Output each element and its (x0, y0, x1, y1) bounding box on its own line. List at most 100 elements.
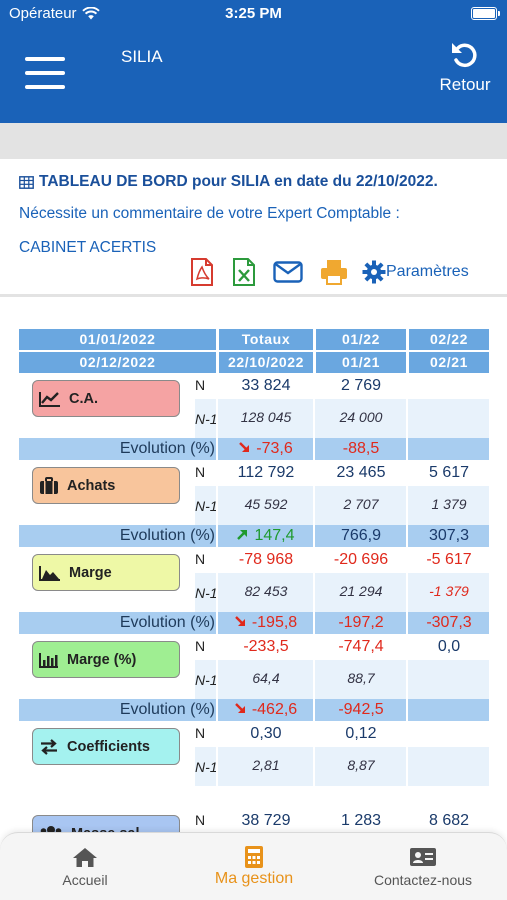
bar-chart-icon (39, 652, 59, 668)
header-month-1-prev: 01/21 (316, 352, 406, 373)
header-title: SILIA (121, 47, 163, 66)
n1-label: N-1 (195, 585, 218, 601)
metric-label: Marge (69, 564, 112, 581)
evolution-label: Evolution (%) (119, 701, 215, 718)
value-n1 (409, 660, 489, 699)
value-n: -78 968 (238, 551, 294, 568)
back-button[interactable]: Retour (435, 40, 495, 95)
value-n1: 2 707 (316, 486, 406, 525)
status-time: 3:25 PM (225, 5, 282, 22)
value-n1 (409, 399, 489, 438)
dashboard-title-text: TABLEAU DE BORD pour SILIA en date du 22… (39, 173, 438, 190)
header-month-1: 01/22 (316, 329, 406, 350)
tab-contactez-nous-label: Contactez-nous (373, 872, 473, 888)
metric-label: Achats (67, 477, 116, 494)
area-chart-icon (39, 391, 61, 407)
settings-button[interactable]: Paramètres (362, 260, 469, 284)
evolution-label: Evolution (%) (119, 440, 215, 457)
exchange-icon (39, 738, 59, 755)
email-button[interactable] (272, 257, 304, 287)
n-label: N (195, 377, 206, 393)
evolution-value: -88,5 (342, 440, 380, 457)
pdf-export-button[interactable] (188, 257, 216, 287)
comment-required-text: Nécessite un commentaire de votre Expert… (19, 205, 400, 222)
value-n1: 24 000 (316, 399, 406, 438)
metric-button[interactable]: Achats (32, 467, 180, 504)
evolution-value: 307,3 (428, 527, 470, 544)
tab-accueil[interactable]: Accueil (0, 845, 170, 888)
evolution-value: -942,5 (338, 701, 384, 718)
status-bar: Opérateur 3:25 PM (0, 0, 507, 30)
print-button[interactable] (318, 257, 350, 287)
value-n1 (409, 747, 489, 786)
value-n1: -1 379 (409, 573, 489, 612)
section-marge: Marge (%) N N-1 -233,5 64,4 -747,4 88,7 0,0 Evol… (19, 634, 489, 721)
back-label: Retour (439, 75, 491, 94)
value-n1: 21 294 (316, 573, 406, 612)
excel-export-button[interactable] (230, 257, 258, 287)
value-n: 8 682 (428, 812, 470, 829)
evolution-row: Evolution (%) 147,4 766,9 307,3 (19, 525, 489, 547)
header-period-start: 01/01/2022 (19, 329, 216, 350)
tab-ma-gestion-label: Ma gestion (214, 870, 294, 887)
header-period-end: 02/12/2022 (19, 352, 216, 373)
trend-down-icon (234, 616, 245, 626)
trend-down-icon (234, 703, 245, 713)
menu-button[interactable] (25, 57, 65, 89)
value-n1: 128 045 (219, 399, 313, 438)
tab-contactez-nous[interactable]: Contactez-nous (338, 845, 507, 888)
value-n: 23 465 (336, 464, 386, 481)
value-n: 112 792 (237, 464, 295, 481)
wifi-icon (81, 7, 100, 20)
metric-label: Coefficients (67, 738, 150, 755)
value-n: -747,4 (338, 638, 384, 655)
header-totals-date: 22/10/2022 (219, 352, 313, 373)
evolution-value: -462,6 (219, 699, 313, 721)
home-icon (73, 848, 97, 867)
header-month-2: 02/22 (409, 329, 489, 350)
evolution-value: 147,4 (219, 525, 313, 547)
evolution-value: -195,8 (219, 612, 313, 634)
action-toolbar: Paramètres (188, 257, 469, 287)
evolution-value: 766,9 (340, 527, 382, 544)
tab-ma-gestion[interactable]: Ma gestion (169, 845, 339, 888)
value-n: 38 729 (241, 812, 291, 829)
n1-label: N-1 (195, 759, 218, 775)
briefcase-icon (39, 476, 59, 495)
value-n: 33 824 (241, 377, 291, 394)
metric-button[interactable]: Marge (32, 554, 180, 591)
n-label: N (195, 725, 206, 741)
trend-down-icon (239, 442, 250, 452)
metric-button[interactable]: Marge (%) (32, 641, 180, 678)
evolution-value (409, 699, 489, 721)
value-n: 0,0 (437, 638, 461, 655)
battery-icon (471, 7, 500, 20)
section-marge: Marge N N-1 -78 968 82 453 -20 696 21 294 -5 61… (19, 547, 489, 634)
dashboard-title: TABLEAU DE BORD pour SILIA en date du 22… (19, 173, 438, 191)
evolution-row: Evolution (%) -195,8 -197,2 -307,3 (19, 612, 489, 634)
evolution-value (409, 438, 489, 460)
printer-icon (321, 260, 347, 285)
metric-button[interactable]: C.A. (32, 380, 180, 417)
value-n1: 8,87 (316, 747, 406, 786)
evolution-value: -197,2 (338, 614, 384, 631)
value-n (409, 373, 489, 399)
n1-label: N-1 (195, 672, 218, 688)
n1-label: N-1 (195, 498, 218, 514)
metric-label: Marge (%) (67, 651, 137, 668)
value-n (409, 721, 489, 747)
mountain-chart-icon (39, 565, 61, 581)
n1-label: N-1 (195, 411, 218, 427)
metric-button[interactable]: Coefficients (32, 728, 180, 765)
metric-label: C.A. (69, 390, 98, 407)
section-coefficients: Coefficients N N-1 0,30 2,81 0,12 8,87 (19, 721, 489, 808)
evolution-value: -73,6 (219, 438, 313, 460)
value-n: 5 617 (428, 464, 470, 481)
n-label: N (195, 551, 206, 567)
value-n1: 1 379 (409, 486, 489, 525)
bottom-tab-bar: Accueil Ma gestion Contactez-nous (0, 832, 507, 900)
value-n1: 2,81 (219, 747, 313, 786)
app-header: Opérateur 3:25 PM SILIA Retour (0, 0, 507, 123)
value-n: 0,12 (345, 725, 377, 742)
n-label: N (195, 812, 206, 828)
